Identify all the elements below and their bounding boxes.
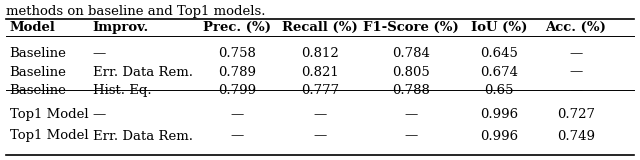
Text: methods on baseline and Top1 models.: methods on baseline and Top1 models. xyxy=(6,5,266,18)
Text: Acc. (%): Acc. (%) xyxy=(545,21,607,34)
Text: —: — xyxy=(570,65,582,79)
Text: 0.812: 0.812 xyxy=(301,47,339,60)
Text: —: — xyxy=(314,108,326,121)
Text: —: — xyxy=(230,108,243,121)
Text: 0.727: 0.727 xyxy=(557,108,595,121)
Text: 0.674: 0.674 xyxy=(480,65,518,79)
Text: 0.996: 0.996 xyxy=(480,129,518,143)
Text: 0.799: 0.799 xyxy=(218,84,256,97)
Text: —: — xyxy=(404,129,418,143)
Text: Err. Data Rem.: Err. Data Rem. xyxy=(93,129,193,143)
Text: 0.777: 0.777 xyxy=(301,84,339,97)
Text: Baseline: Baseline xyxy=(10,84,67,97)
Text: —: — xyxy=(93,108,106,121)
Text: 0.784: 0.784 xyxy=(392,47,430,60)
Text: —: — xyxy=(230,129,243,143)
Text: Hist. Eq.: Hist. Eq. xyxy=(93,84,152,97)
Text: Baseline: Baseline xyxy=(10,47,67,60)
Text: 0.821: 0.821 xyxy=(301,65,339,79)
Text: Top1 Model: Top1 Model xyxy=(10,129,88,143)
Text: Improv.: Improv. xyxy=(93,21,149,34)
Text: 0.789: 0.789 xyxy=(218,65,256,79)
Text: Err. Data Rem.: Err. Data Rem. xyxy=(93,65,193,79)
Text: —: — xyxy=(93,47,106,60)
Text: Model: Model xyxy=(10,21,56,34)
Text: 0.758: 0.758 xyxy=(218,47,256,60)
Text: 0.645: 0.645 xyxy=(480,47,518,60)
Text: IoU (%): IoU (%) xyxy=(471,21,527,34)
Text: 0.749: 0.749 xyxy=(557,129,595,143)
Text: —: — xyxy=(570,84,582,97)
Text: F1-Score (%): F1-Score (%) xyxy=(364,21,459,34)
Text: —: — xyxy=(314,129,326,143)
Text: —: — xyxy=(570,47,582,60)
Text: Baseline: Baseline xyxy=(10,65,67,79)
Text: Prec. (%): Prec. (%) xyxy=(203,21,271,34)
Text: —: — xyxy=(404,108,418,121)
Text: 0.805: 0.805 xyxy=(392,65,430,79)
Text: 0.788: 0.788 xyxy=(392,84,430,97)
Text: 0.996: 0.996 xyxy=(480,108,518,121)
Text: Top1 Model: Top1 Model xyxy=(10,108,88,121)
Text: 0.65: 0.65 xyxy=(484,84,514,97)
Text: Recall (%): Recall (%) xyxy=(282,21,358,34)
